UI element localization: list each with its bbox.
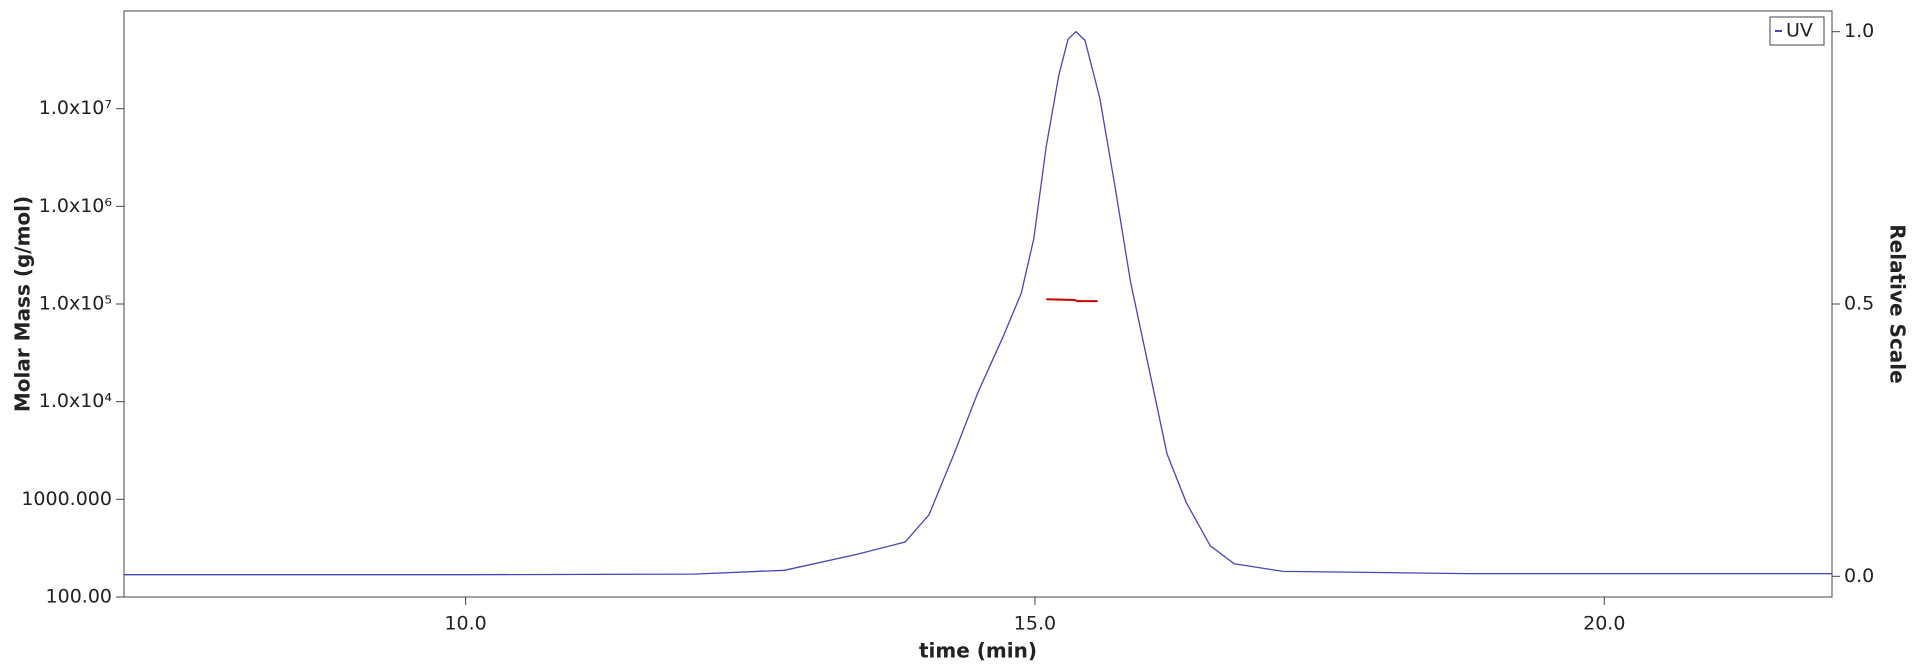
x-tick-label: 20.0	[1583, 613, 1625, 635]
y2-tick-label: 1.0	[1844, 20, 1874, 42]
y2-tick-label: 0.5	[1844, 293, 1874, 315]
y-tick-label: 1.0x10⁴	[39, 390, 113, 412]
series-line	[1046, 298, 1098, 303]
x-tick-label: 10.0	[444, 613, 486, 635]
plot-frame	[123, 10, 1833, 598]
y-tick-label: 1.0x10⁶	[39, 195, 112, 217]
y-axis-label: Molar Mass (g/mol)	[11, 196, 35, 412]
y-tick-label: 100.00	[46, 586, 112, 608]
legend-label: UV	[1786, 20, 1813, 42]
y2-tick-label: 0.0	[1844, 565, 1874, 587]
series-line	[124, 30, 1832, 576]
y-tick-label: 1.0x10⁵	[39, 293, 112, 315]
y-tick-label: 1.0x10⁷	[39, 97, 112, 119]
x-axis-label: time (min)	[919, 639, 1037, 663]
x-tick-label: 15.0	[1014, 613, 1056, 635]
y2-axis-label: Relative Scale	[1886, 224, 1910, 383]
y-tick-label: 1000.000	[21, 488, 112, 510]
